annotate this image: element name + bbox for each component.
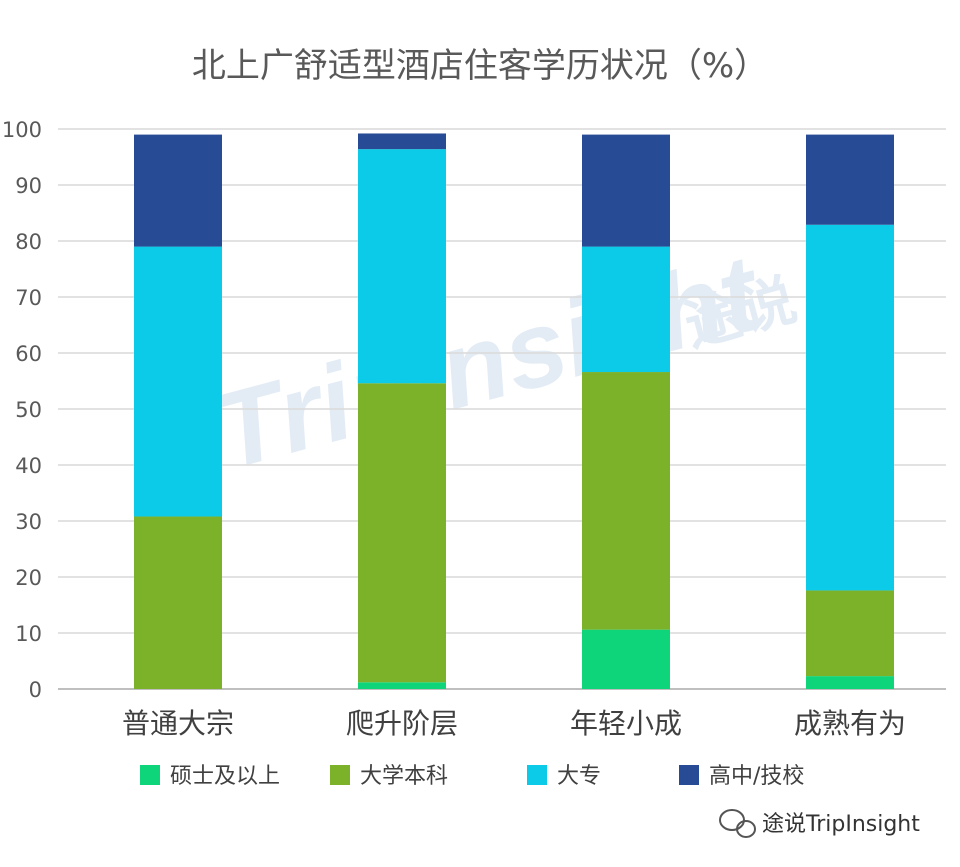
legend-label: 硕士及以上 <box>170 764 280 789</box>
bar-segment <box>806 676 894 689</box>
legend-label: 高中/技校 <box>709 764 804 789</box>
bar-segment <box>358 133 446 150</box>
y-axis-ticks: 0 10 20 30 40 50 60 70 80 90 100 <box>2 118 42 702</box>
x-category-label: 成熟有为 <box>794 707 906 740</box>
legend: 硕士及以上 大学本科 大专 高中/技校 <box>140 764 804 789</box>
bar-segment <box>358 682 446 689</box>
bars <box>134 133 894 689</box>
x-axis-categories: 普通大宗 爬升阶层 年轻小成 成熟有为 <box>122 707 906 740</box>
chart-title: 北上广舒适型酒店住客学历状况（%） <box>191 46 769 86</box>
legend-label: 大专 <box>557 764 601 789</box>
bar-segment <box>134 134 222 247</box>
legend-swatch <box>140 765 160 785</box>
legend-swatch <box>679 765 699 785</box>
bar-segment <box>134 516 222 689</box>
y-tick-label: 20 <box>15 566 42 590</box>
y-tick-label: 80 <box>15 230 42 254</box>
bar-segment <box>582 629 670 689</box>
bar-segment <box>358 383 446 683</box>
legend-swatch <box>527 765 547 785</box>
background-watermark: TripInsight 途说 <box>202 230 803 492</box>
y-tick-label: 30 <box>15 510 42 534</box>
bar-segment <box>582 246 670 373</box>
y-tick-label: 50 <box>15 398 42 422</box>
y-tick-label: 90 <box>15 174 42 198</box>
bar-segment <box>582 372 670 630</box>
watermark-text: TripInsight <box>202 230 774 492</box>
bar-segment <box>358 149 446 384</box>
x-category-label: 普通大宗 <box>122 707 234 740</box>
bar-segment <box>582 134 670 247</box>
y-tick-label: 100 <box>2 118 42 142</box>
legend-swatch <box>330 765 350 785</box>
y-tick-label: 0 <box>29 678 42 702</box>
y-tick-label: 40 <box>15 454 42 478</box>
bar-segment <box>806 134 894 225</box>
legend-label: 大学本科 <box>360 764 448 789</box>
x-category-label: 年轻小成 <box>570 707 682 740</box>
bar-segment <box>806 590 894 677</box>
y-tick-label: 60 <box>15 342 42 366</box>
bar-segment <box>806 224 894 591</box>
corner-watermark: 途说TripInsight <box>719 809 920 838</box>
wechat-icon <box>719 809 756 838</box>
bar-segment <box>134 246 222 517</box>
x-category-label: 爬升阶层 <box>346 707 458 740</box>
y-tick-label: 70 <box>15 286 42 310</box>
y-tick-label: 10 <box>15 622 42 646</box>
corner-watermark-text: 途说TripInsight <box>762 812 920 837</box>
